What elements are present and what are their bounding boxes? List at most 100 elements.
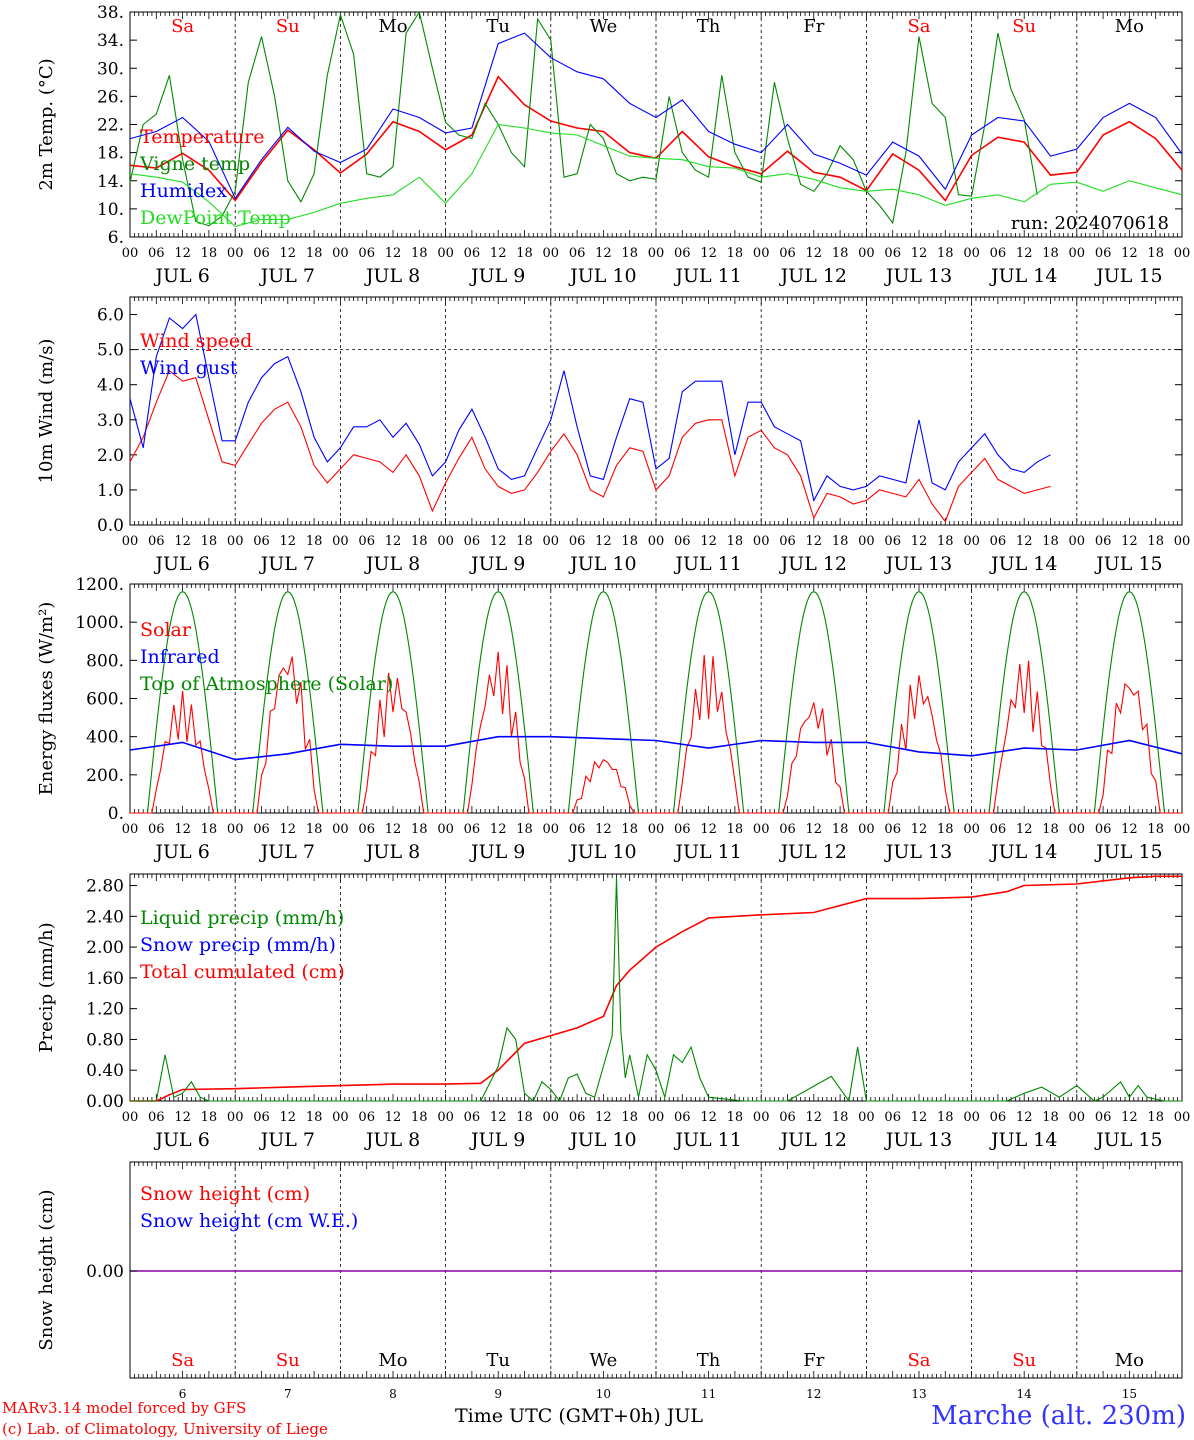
y-tick-label: 6. (108, 228, 124, 248)
y-tick-label: 2.80 (86, 877, 124, 897)
day-label: JUL 10 (568, 1129, 636, 1151)
day-label: JUL 11 (673, 265, 741, 287)
day-label: JUL 6 (153, 1129, 209, 1151)
x-tick-label: 00 (963, 246, 980, 261)
x-axis-label: Time UTC (GMT+0h) JUL (455, 1405, 703, 1427)
x-tick-label: 00 (858, 822, 875, 837)
x-tick-label: 18 (516, 822, 533, 837)
weekday-label: Th (697, 16, 721, 37)
x-tick-label: 12 (280, 534, 297, 549)
x-tick-label: 12 (1121, 534, 1138, 549)
x-tick-label: 18 (621, 534, 638, 549)
x-tick-label: 12 (174, 246, 191, 261)
x-tick-label: 06 (358, 246, 375, 261)
y-tick-label: 2.40 (86, 907, 124, 927)
x-tick-label: 12 (595, 534, 612, 549)
weekday-label: We (590, 16, 618, 37)
y-tick-label: 1.20 (86, 1000, 124, 1020)
x-tick-label: 12 (280, 822, 297, 837)
weekday-label: Mo (378, 1350, 407, 1371)
x-tick-label: 18 (306, 1110, 323, 1125)
x-tick-label: 00 (963, 1110, 980, 1125)
x-tick-label: 00 (1174, 822, 1191, 837)
series-wind-gust (129, 313, 1051, 502)
y-tick-label: 34. (97, 31, 124, 51)
x-tick-label: 06 (884, 1110, 901, 1125)
x-tick-label: 06 (569, 246, 586, 261)
y-tick-label: 1000. (75, 613, 124, 633)
x-tick-label: 12 (806, 822, 823, 837)
x-tick-label: 06 (884, 822, 901, 837)
weekday-label: Sa (171, 16, 194, 37)
day-label: JUL 14 (989, 841, 1057, 863)
day-label: JUL 11 (673, 841, 741, 863)
x-tick-label: 00 (332, 1110, 349, 1125)
y-tick-label: 14. (97, 172, 124, 192)
x-tick-label: 12 (385, 246, 402, 261)
day-label: JUL 7 (259, 841, 315, 863)
x-tick-label: 00 (858, 1110, 875, 1125)
series-humidex (129, 32, 1183, 200)
y-tick-label: 30. (97, 59, 124, 79)
y-tick-label: 800. (86, 651, 124, 671)
run-annotation: run: 2024070618 (1011, 213, 1169, 234)
x-tick-label: 12 (490, 246, 507, 261)
y-tick-label: 0. (108, 804, 124, 824)
x-tick-label: 00 (753, 1110, 770, 1125)
x-tick-label: 06 (464, 246, 481, 261)
legend-snow-height-cm-w-e-: Snow height (cm W.E.) (140, 1210, 358, 1232)
weekday-label: Tu (486, 16, 510, 37)
day-number: 12 (806, 1387, 821, 1401)
weekday-label: Fr (803, 1350, 824, 1371)
x-tick-label: 06 (569, 534, 586, 549)
x-tick-label: 06 (148, 246, 165, 261)
x-tick-label: 12 (806, 1110, 823, 1125)
weekday-label: Sa (907, 1350, 930, 1371)
day-number: 7 (284, 1387, 292, 1401)
x-tick-label: 00 (122, 1110, 139, 1125)
x-tick-label: 18 (201, 822, 218, 837)
x-tick-label: 06 (253, 822, 270, 837)
x-tick-label: 18 (306, 822, 323, 837)
x-tick-label: 00 (753, 246, 770, 261)
weekday-label: Su (276, 16, 300, 37)
day-label: JUL 11 (673, 553, 741, 575)
x-tick-label: 06 (464, 534, 481, 549)
day-label: JUL 15 (1094, 841, 1162, 863)
weekday-label: Sa (907, 16, 930, 37)
x-tick-label: 12 (490, 1110, 507, 1125)
x-tick-label: 12 (595, 822, 612, 837)
x-tick-label: 00 (858, 246, 875, 261)
x-tick-label: 00 (332, 534, 349, 549)
day-label: JUL 9 (469, 553, 525, 575)
x-tick-label: 12 (280, 1110, 297, 1125)
x-tick-label: 12 (490, 822, 507, 837)
day-label: JUL 14 (989, 265, 1057, 287)
weekday-label: Mo (1115, 16, 1144, 37)
y-axis-label-wind: 10m Wind (m/s) (36, 339, 57, 484)
day-number: 13 (911, 1387, 926, 1401)
day-label: JUL 10 (568, 841, 636, 863)
x-tick-label: 18 (1147, 1110, 1164, 1125)
x-tick-label: 00 (437, 822, 454, 837)
x-tick-label: 00 (1069, 534, 1086, 549)
x-tick-label: 18 (832, 822, 849, 837)
day-number: 8 (389, 1387, 397, 1401)
day-number: 6 (179, 1387, 187, 1401)
weekday-label: Mo (378, 16, 407, 37)
y-tick-label: 6.0 (97, 306, 124, 326)
x-tick-label: 00 (1174, 1110, 1191, 1125)
x-tick-label: 18 (1147, 822, 1164, 837)
day-number: 9 (494, 1387, 502, 1401)
x-tick-label: 18 (516, 1110, 533, 1125)
x-tick-label: 00 (227, 1110, 244, 1125)
legend-vigne-temp: Vigne temp (139, 153, 250, 175)
day-label: JUL 12 (779, 553, 847, 575)
x-tick-label: 18 (516, 534, 533, 549)
x-tick-label: 18 (621, 1110, 638, 1125)
series-liquid-precip-mm-h- (130, 877, 1182, 1103)
x-tick-label: 00 (648, 1110, 665, 1125)
x-tick-label: 00 (753, 534, 770, 549)
day-label: JUL 13 (884, 841, 952, 863)
y-tick-label: 0.80 (86, 1030, 124, 1050)
